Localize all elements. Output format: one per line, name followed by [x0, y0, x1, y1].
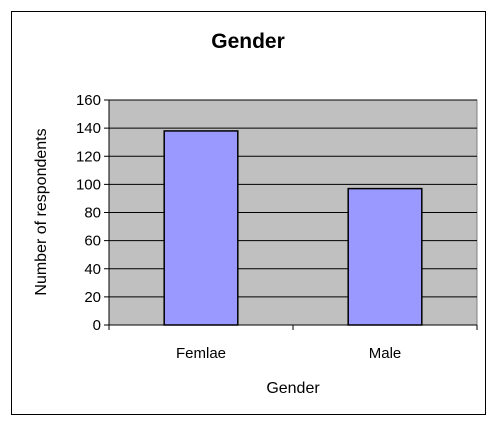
y-axis-ticks: 0 20 40 60 80 100 120 140 160	[76, 92, 110, 334]
chart-title: Gender	[211, 30, 285, 53]
y-tick-label: 20	[84, 289, 101, 306]
x-axis-label: Gender	[266, 380, 320, 397]
y-tick-label: 140	[76, 120, 101, 137]
y-axis-label: Number of respondents	[33, 128, 50, 295]
y-tick-label: 100	[76, 176, 101, 193]
y-tick-label: 40	[84, 261, 101, 278]
bar-femlae	[163, 130, 239, 326]
y-tick-label: 160	[76, 92, 101, 109]
plot-area	[108, 99, 478, 326]
x-tick-label: Male	[369, 345, 402, 362]
y-tick-label: 120	[76, 148, 101, 165]
y-tick-label: 0	[93, 317, 101, 334]
bars	[163, 130, 423, 326]
y-tick-label: 80	[84, 205, 101, 222]
x-axis-ticks: Femlae Male	[108, 324, 478, 362]
bar-male	[347, 187, 423, 326]
x-tick-label: Femlae	[176, 345, 226, 362]
y-tick-label: 60	[84, 233, 101, 250]
